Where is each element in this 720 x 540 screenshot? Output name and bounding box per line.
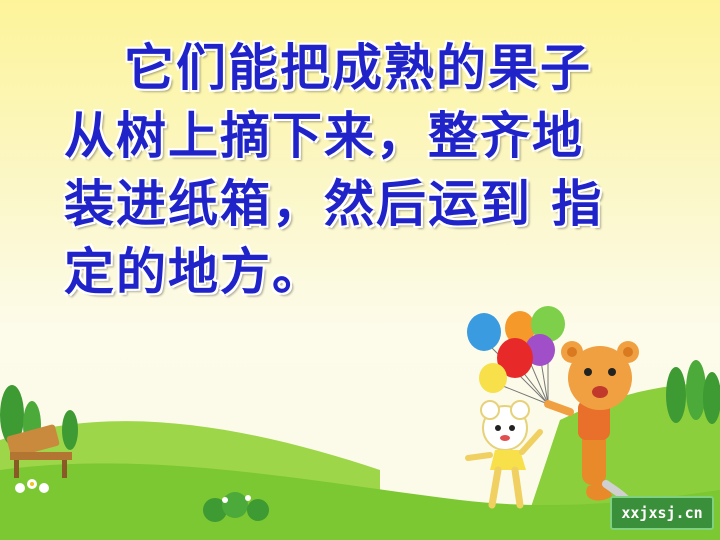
balloon-icon: [479, 363, 507, 393]
front-hill: [0, 463, 720, 540]
text-line-2: 从树上摘下来，整齐地: [64, 106, 584, 165]
flower-bush-icon: [15, 479, 49, 493]
sheep-character: [465, 400, 543, 509]
text-line-1: 它们能把成熟的果子: [124, 38, 592, 97]
bear-character: [544, 341, 639, 516]
balloon-icon: [505, 311, 535, 345]
balloon-icon: [497, 338, 533, 378]
body-text: 它们能把成熟的果子 从树上摘下来，整齐地 装进纸箱，然后运到 指 定的地方。: [64, 34, 684, 306]
tree-icon: [666, 360, 720, 424]
balloon-icon: [467, 313, 501, 351]
balloon-icon: [531, 306, 565, 342]
flower-bush-icon: [203, 492, 269, 522]
watermark-logo: xxjxsj.cn: [610, 496, 714, 530]
bench-icon: [6, 424, 72, 478]
text-line-3: 装进纸箱，然后运到 指: [64, 174, 604, 233]
text-line-4: 定的地方。: [64, 242, 324, 301]
